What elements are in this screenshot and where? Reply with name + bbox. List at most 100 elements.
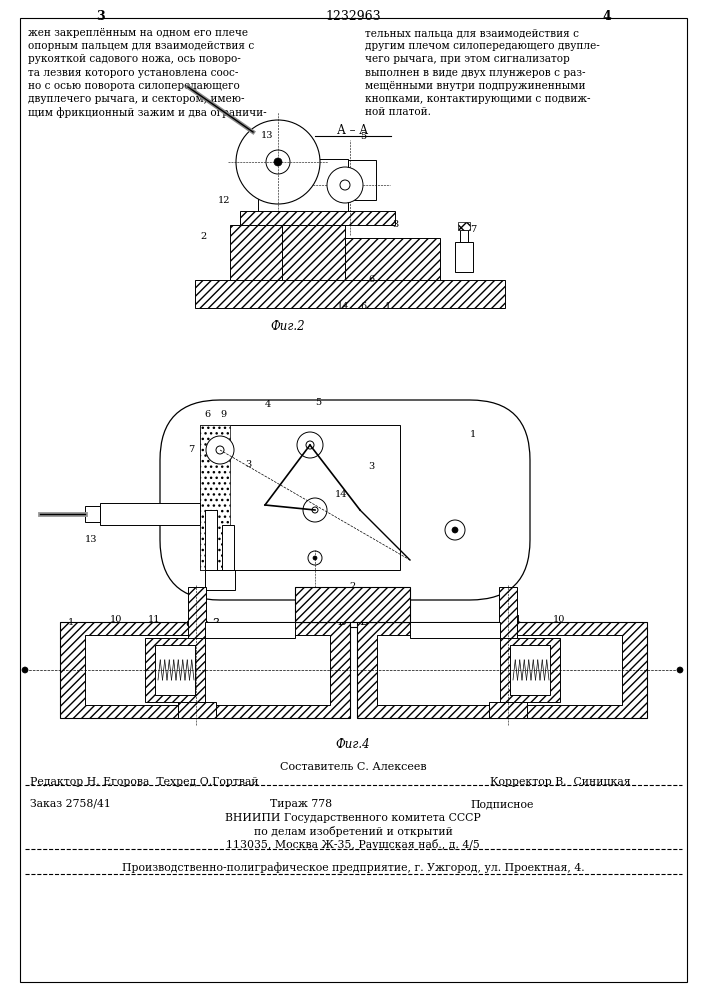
Text: Заказ 2758/41: Заказ 2758/41 [30,799,111,809]
Circle shape [313,556,317,560]
Bar [500,638,560,702]
Text: 7: 7 [470,225,477,234]
Circle shape [677,667,683,673]
Circle shape [22,667,28,673]
Bar [258,159,348,211]
Text: но с осью поворота силопередающего: но с осью поворота силопередающего [28,81,240,91]
Text: 14: 14 [337,302,349,311]
Bar [455,242,473,272]
Text: 7: 7 [188,445,194,454]
Text: опорным пальцем для взаимодействия с: опорным пальцем для взаимодействия с [28,41,255,51]
Bar [85,635,330,705]
Bar [377,635,622,705]
Text: 3: 3 [368,462,374,471]
Bar [230,225,282,280]
Text: двуплечего рычага, и сектором, имею-: двуплечего рычага, и сектором, имею- [28,94,245,104]
Text: ной платой.: ной платой. [365,107,431,117]
Text: Фиг.2: Фиг.2 [270,320,305,333]
Circle shape [236,120,320,204]
Circle shape [306,441,314,449]
Text: 6: 6 [204,410,210,419]
Text: 113035, Москва Ж-35, Раушская наб., д. 4/5: 113035, Москва Ж-35, Раушская наб., д. 4… [226,839,480,850]
Text: та лезвия которого установлена соос-: та лезвия которого установлена соос- [28,68,238,78]
Bar [499,587,517,638]
Circle shape [308,551,322,565]
Text: 5: 5 [360,132,366,141]
Bar [200,425,400,570]
Text: Подписное: Подписное [470,799,533,809]
Bar [460,230,468,242]
Text: 5: 5 [315,398,321,407]
Text: 1: 1 [470,430,477,439]
Text: Тираж 778: Тираж 778 [270,799,332,809]
Circle shape [274,158,282,166]
Text: 3: 3 [392,220,398,229]
Bar [345,238,440,280]
Text: мещёнными внутри подпружиненными: мещёнными внутри подпружиненными [365,81,585,91]
Text: 3: 3 [95,10,105,23]
Text: по делам изобретений и открытий: по делам изобретений и открытий [254,826,452,837]
Text: 6: 6 [368,275,374,284]
Bar [222,525,234,570]
Text: 13: 13 [261,131,274,140]
Bar [240,211,395,225]
Text: тельных пальца для взаимодействия с: тельных пальца для взаимодействия с [365,28,579,38]
Text: А – А: А – А [337,124,368,137]
Text: 4: 4 [265,400,271,409]
Text: 1: 1 [68,618,74,627]
Bar [510,645,550,695]
Text: ВНИИПИ Государственного комитета СССР: ВНИИПИ Государственного комитета СССР [225,813,481,823]
Text: 12: 12 [218,196,230,205]
Text: 6: 6 [360,302,366,311]
Bar [60,622,350,718]
Text: Фиг.3: Фиг.3 [185,618,220,631]
Text: 2: 2 [200,232,206,241]
Circle shape [297,432,323,458]
Text: 10: 10 [553,615,566,624]
Bar [205,570,235,590]
FancyBboxPatch shape [160,400,530,600]
Bar [200,425,230,570]
Text: Редактор Н. Егорова  Техред О.Гортвай: Редактор Н. Егорова Техред О.Гортвай [30,777,259,787]
Bar [489,702,527,718]
Text: жен закреплённым на одном его плече: жен закреплённым на одном его плече [28,28,248,38]
Text: Производственно-полиграфическое предприятие, г. Ужгород, ул. Проектная, 4.: Производственно-полиграфическое предприя… [122,862,584,873]
Circle shape [312,507,318,513]
Text: 9: 9 [220,410,226,419]
Bar [458,222,470,230]
Circle shape [303,498,327,522]
Text: 11: 11 [510,615,522,624]
Text: другим плечом силопередающего двупле-: другим плечом силопередающего двупле- [365,41,600,51]
Bar [205,510,217,570]
Circle shape [327,167,363,203]
Text: выполнен в виде двух плунжеров с раз-: выполнен в виде двух плунжеров с раз- [365,68,585,78]
Text: Составитель С. Алексеев: Составитель С. Алексеев [280,762,426,772]
Bar [357,622,647,718]
Text: 1: 1 [385,302,391,311]
Bar [145,638,205,702]
Circle shape [206,436,234,464]
Text: 10: 10 [110,615,122,624]
Text: Фиг.4: Фиг.4 [336,738,370,751]
Bar [195,280,505,308]
Text: 13: 13 [85,535,98,544]
Text: щим фрикционный зажим и два ограничи-: щим фрикционный зажим и два ограничи- [28,107,267,118]
Text: кнопками, контактирующими с подвиж-: кнопками, контактирующими с подвиж- [365,94,590,104]
Text: Б – Б: Б – Б [337,615,368,628]
Text: рукояткой садового ножа, ось поворо-: рукояткой садового ножа, ось поворо- [28,54,241,64]
Circle shape [216,446,224,454]
Circle shape [452,527,458,533]
Text: 11: 11 [148,615,160,624]
Text: 1232963: 1232963 [325,10,381,23]
Circle shape [445,520,465,540]
Bar [178,702,216,718]
Text: чего рычага, при этом сигнализатор: чего рычага, при этом сигнализатор [365,54,570,64]
Bar [188,587,206,638]
Text: 4: 4 [602,10,612,23]
Bar [348,160,376,200]
Bar [410,622,500,638]
Bar [85,506,100,522]
Bar [205,622,295,638]
Circle shape [266,150,290,174]
Text: Корректор В.  Синицкая: Корректор В. Синицкая [490,777,631,787]
